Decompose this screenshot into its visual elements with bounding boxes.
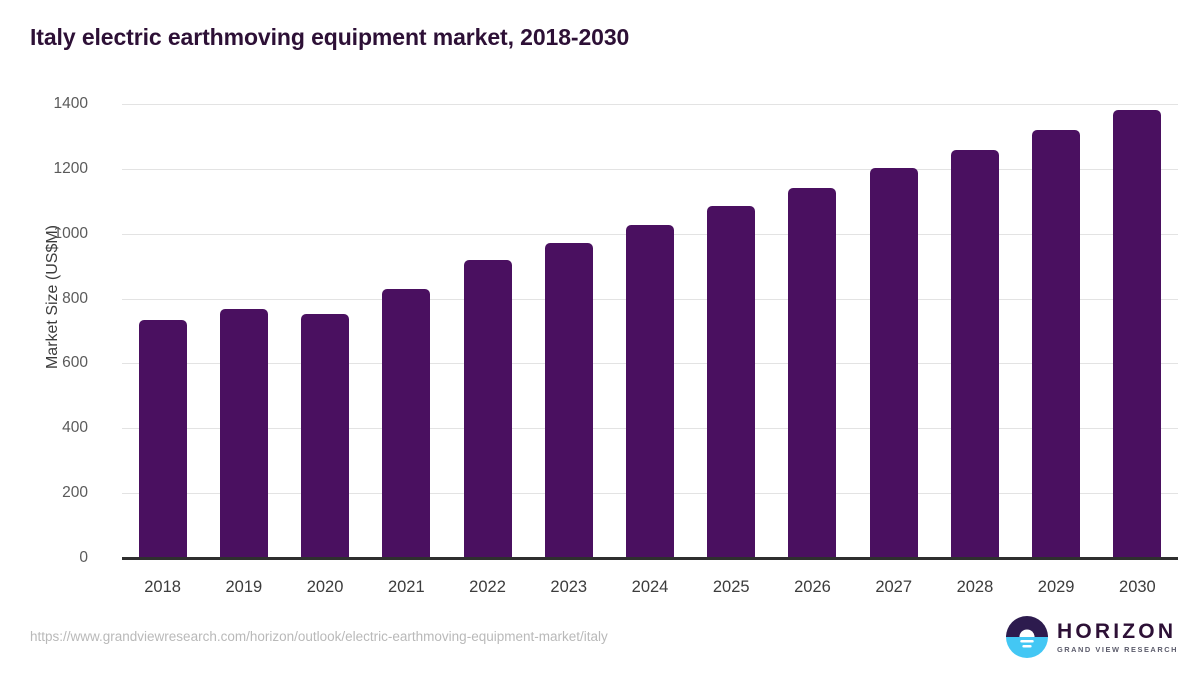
bar-band [691, 104, 772, 558]
bar-band [366, 104, 447, 558]
x-axis-tick-label: 2026 [794, 578, 831, 596]
bar-band [609, 104, 690, 558]
x-axis-tick-label: 2022 [469, 578, 506, 596]
x-axis-tick-label: 2030 [1119, 578, 1156, 596]
bar[interactable] [544, 243, 593, 558]
bar[interactable] [869, 168, 918, 558]
x-axis-tick-label: 2018 [144, 578, 181, 596]
bar[interactable] [950, 150, 999, 558]
horizon-sun-circle-icon [1005, 616, 1048, 658]
bar-band [772, 104, 853, 558]
bar[interactable] [1032, 129, 1081, 558]
y-axis-tick-label: 600 [62, 354, 88, 372]
y-axis-tick-label: 400 [62, 419, 88, 437]
y-axis-tick-label: 0 [79, 549, 88, 566]
bar-band [447, 104, 528, 558]
horizon-logo[interactable]: HORIZON GRAND VIEW RESEARCH [1005, 616, 1178, 658]
y-axis-tick-label: 200 [62, 484, 88, 502]
bar-band [1097, 104, 1178, 558]
logo-text: HORIZON GRAND VIEW RESEARCH [1057, 621, 1178, 653]
x-axis-tick-label: 2021 [387, 578, 425, 596]
source-url[interactable]: https://www.grandviewresearch.com/horizo… [30, 629, 608, 644]
y-axis-tick-label: 1200 [53, 159, 88, 177]
bar-band [853, 104, 934, 558]
bar-band [122, 104, 203, 558]
x-axis-tick-label: 2023 [550, 578, 588, 596]
gridline [122, 104, 1178, 105]
y-axis-tick-label: 1400 [53, 95, 88, 112]
bar-band [528, 104, 609, 558]
bar[interactable] [626, 225, 675, 558]
y-axis-tick-label: 1000 [53, 224, 88, 242]
x-axis-tick-label: 2025 [712, 578, 750, 596]
bar[interactable] [707, 206, 756, 558]
x-axis-tick-label: 2028 [956, 578, 994, 596]
x-axis-tick-label: 2020 [306, 578, 344, 596]
x-axis-tick-label: 2027 [875, 578, 913, 596]
bars-group [122, 104, 1178, 558]
x-axis-line [122, 557, 1178, 560]
bar[interactable] [788, 188, 837, 558]
bar[interactable] [138, 319, 187, 558]
x-axis-tick-label: 2024 [631, 578, 669, 596]
x-axis-tick-label: 2029 [1037, 578, 1075, 596]
bar[interactable] [1113, 109, 1162, 558]
logo-wordmark: HORIZON [1056, 619, 1177, 643]
bar[interactable] [219, 309, 268, 558]
bar-band [203, 104, 284, 558]
bar-band [934, 104, 1015, 558]
bar-band [1016, 104, 1097, 558]
chart-plot-area: Market Size (US$M) 0 200 400 600 800 1000 1200… [0, 90, 1200, 596]
gridline [122, 168, 1178, 170]
logo-tagline: GRAND VIEW RESEARCH [1056, 644, 1178, 654]
bar-band [284, 104, 365, 558]
page-title: Italy electric earthmoving equipment mar… [30, 24, 630, 50]
bar[interactable] [382, 288, 431, 558]
plot-inner: 0 200 400 600 800 1000 1200 1400 2018 2019 2020 20… [54, 95, 1178, 596]
bar[interactable] [301, 314, 350, 558]
bar[interactable] [463, 260, 512, 558]
x-axis-tick-label: 2019 [225, 578, 263, 596]
y-axis-tick-label: 800 [62, 289, 88, 307]
